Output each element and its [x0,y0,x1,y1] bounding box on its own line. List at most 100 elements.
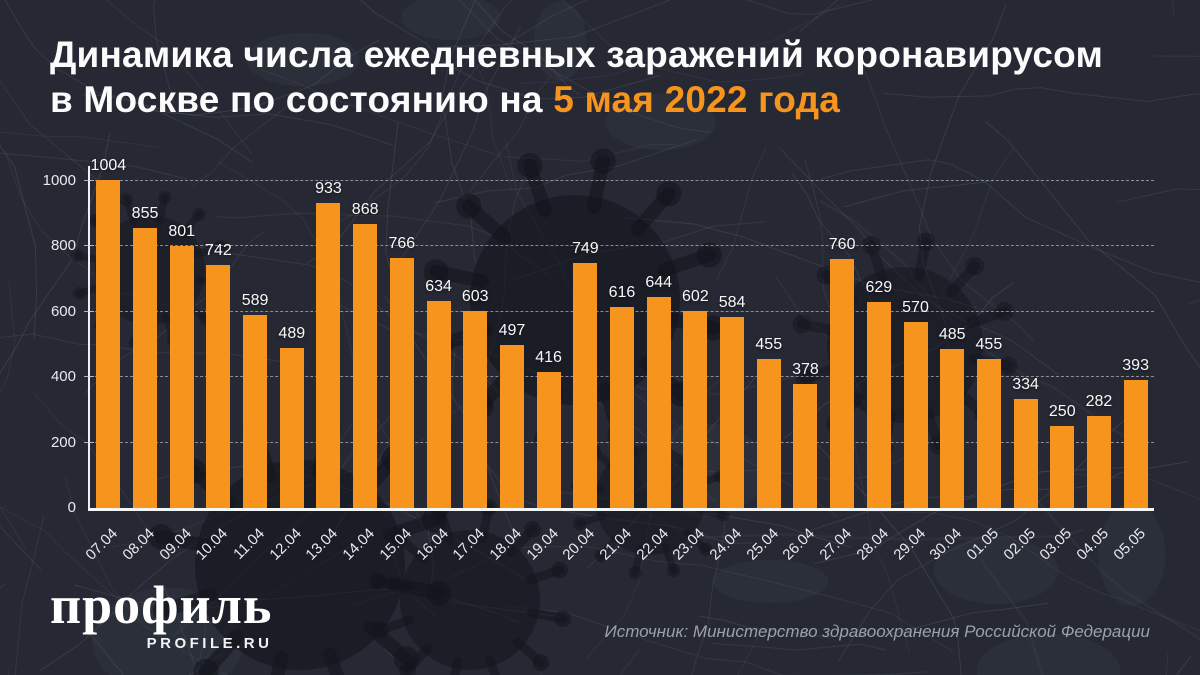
map-street-line [985,120,1200,369]
bar-22.04 [646,297,671,508]
bar-value-label: 416 [535,348,562,366]
map-street-line [711,642,887,651]
y-tick-mark [84,376,94,378]
map-area-patch [712,559,829,604]
bar-value-label: 589 [241,292,269,310]
y-tick-mark [84,245,94,247]
gridline-800 [90,245,1154,247]
map-street-line [4,0,394,146]
y-tick-label-1000: 1000 [42,172,76,189]
map-street-line [1165,653,1169,675]
map-street-line [400,27,521,259]
map-street-line [814,461,1189,565]
map-street-line [883,87,1200,102]
map-street-line [192,104,290,187]
bar-28.04 [866,302,891,508]
map-street-line [0,80,154,224]
map-street-line [843,180,993,208]
map-street-line [0,131,159,148]
bar-26.04 [793,384,818,508]
map-street-line [433,139,696,204]
map-street-line [458,0,711,133]
map-street-line [467,49,513,191]
bar-24.04 [720,317,745,508]
bar-07.04 [96,179,121,508]
map-street-line [674,508,852,548]
map-street-line [716,147,767,280]
logo-wordmark: профиль [50,575,273,635]
bar-value-label: 584 [718,294,746,312]
map-street-line [306,0,588,264]
map-area-patch [246,32,360,87]
y-tick-label-200: 200 [50,433,76,451]
map-street-line [1011,471,1200,643]
bar-value-label: 393 [1122,356,1149,374]
bar-03.05 [1050,426,1075,508]
bar-16.04 [426,300,451,508]
map-street-line [819,200,1142,449]
bar-17.04 [463,310,488,508]
y-tick-label-400: 400 [50,368,76,386]
y-tick-mark [84,180,94,181]
map-street-line [333,0,513,226]
map-street-line [0,506,130,610]
bar-value-label: 855 [131,205,159,223]
map-street-line [544,488,1084,541]
bar-09.04 [169,246,194,508]
bar-19.04 [536,371,561,508]
map-street-line [0,281,16,394]
bar-value-label: 766 [388,234,416,252]
bar-10.04 [206,265,231,508]
bar-value-label: 489 [278,325,306,343]
y-tick-label-600: 600 [50,302,76,320]
bar-01.05 [976,359,1001,508]
map-street-line [474,0,580,96]
map-street-line [918,5,1007,375]
source-attribution: Источник: Министерство здравоохранения Р… [604,622,1150,641]
map-street-line [444,0,874,48]
map-street-line [5,153,218,312]
x-axis-labels: 07.04 08.04 09.04 10.04 11.04 12.04 13.04 14.04… [83,513,1152,583]
bar-value-label: 282 [1085,392,1113,410]
bar-value-label: 644 [645,274,673,292]
bar-value-label: 602 [682,288,709,306]
coronavirus-silhouette [368,498,572,675]
bar-value-label: 749 [571,240,599,258]
map-street-line [162,585,199,675]
bar-21.04 [610,306,634,508]
map-street-line [940,148,1014,296]
map-street-line [1188,299,1200,305]
map-street-line [0,144,38,339]
map-area-patch [401,0,501,41]
title-line2-prefix: в Москве по состоянию на [50,79,554,120]
bar-value-label: 378 [792,361,819,379]
map-street-line [105,0,253,154]
map-street-line [0,505,27,550]
bar-11.04 [243,315,268,508]
map-area-patch [933,537,1059,604]
map-street-line [468,75,552,193]
map-street-line [779,148,1059,376]
bar-value-label: 742 [205,242,232,260]
bar-value-label: 1004 [90,156,127,174]
map-street-line [0,133,111,375]
bar-23.04 [683,311,708,508]
bar-13.04 [316,202,341,508]
map-street-line [864,70,1034,343]
map-street-line [83,94,253,163]
map-street-line [359,0,661,100]
bar-value-label: 616 [608,283,636,301]
map-street-line [783,282,1015,440]
map-street-line [980,559,1044,675]
bar-value-label: 629 [865,279,893,297]
map-area-patch [976,633,1121,675]
map-street-line [1117,188,1200,203]
profile-logo: профиль PROFILE.RU [50,578,272,652]
bar-value-label: 868 [351,201,379,219]
bar-05.05 [1123,379,1148,508]
bar-value-label: 634 [425,277,452,295]
logo-domain: PROFILE.RU [146,635,273,652]
map-street-line [1171,0,1175,17]
bar-value-label: 250 [1048,403,1076,421]
